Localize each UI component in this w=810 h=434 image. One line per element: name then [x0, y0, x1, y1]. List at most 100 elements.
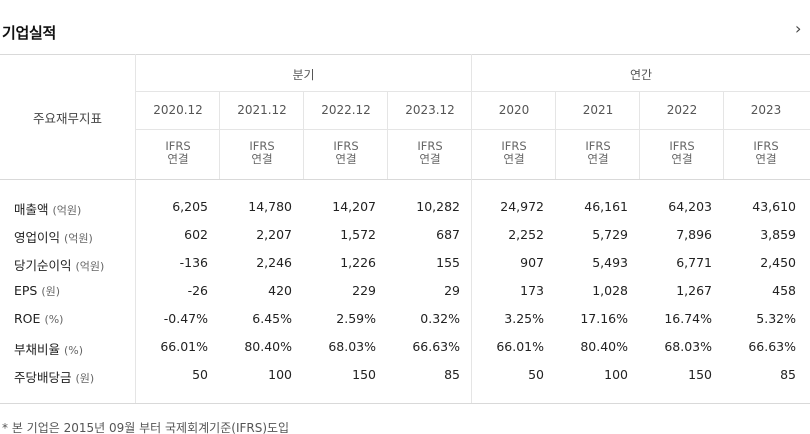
row-label: 매출액 (억원): [14, 199, 81, 218]
standard-top: IFRS: [249, 139, 275, 153]
row-label: ROE (%): [14, 311, 63, 326]
value-cell: 907: [520, 255, 544, 270]
row-label: 영업이익 (억원): [14, 227, 93, 246]
value-cell: 6.45%: [252, 311, 292, 326]
value-cell: 5,729: [592, 227, 628, 242]
standard-bottom: 연결: [419, 152, 441, 166]
period-header: 2023: [750, 103, 782, 117]
group-header-annual: 연간: [629, 68, 653, 82]
value-cell: 1,572: [340, 227, 376, 242]
value-cell: 43,610: [752, 199, 796, 214]
value-cell: 66.63%: [748, 339, 796, 354]
metric-unit: (원): [75, 372, 95, 385]
value-cell: 64,203: [668, 199, 712, 214]
value-cell: 6,205: [172, 199, 208, 214]
col-divider: [219, 91, 220, 179]
accounting-standard: IFRS 연결: [640, 140, 724, 166]
value-cell: 50: [528, 367, 544, 382]
header-bottom-border: [0, 179, 810, 180]
table-bottom-border: [0, 403, 810, 404]
value-cell: 100: [604, 367, 628, 382]
row-label: EPS (원): [14, 283, 60, 299]
col-divider: [303, 91, 304, 179]
value-cell: -26: [187, 283, 208, 298]
accounting-standard: IFRS 연결: [472, 140, 556, 166]
value-cell: 2,450: [760, 255, 796, 270]
value-cell: 229: [352, 283, 376, 298]
standard-bottom: 연결: [755, 152, 777, 166]
value-cell: 602: [184, 227, 208, 242]
value-cell: 150: [352, 367, 376, 382]
standard-bottom: 연결: [503, 152, 525, 166]
standard-top: IFRS: [333, 139, 359, 153]
metric-name: 부채비율: [14, 342, 61, 357]
metric-unit: (억원): [75, 260, 105, 273]
value-cell: 1,267: [676, 283, 712, 298]
standard-top: IFRS: [753, 139, 779, 153]
value-cell: 100: [268, 367, 292, 382]
chevron-right-icon[interactable]: ›: [795, 19, 802, 38]
value-cell: 24,972: [500, 199, 544, 214]
row-label: 당기순이익 (억원): [14, 255, 104, 274]
accounting-standard: IFRS 연결: [388, 140, 472, 166]
metric-unit: (원): [41, 285, 61, 298]
section-title: 기업실적: [2, 24, 57, 42]
value-cell: 14,780: [248, 199, 292, 214]
metric-name: 영업이익: [14, 230, 61, 245]
section-header: 기업실적 ›: [0, 0, 810, 54]
value-cell: 458: [772, 283, 796, 298]
value-cell: 29: [444, 283, 460, 298]
metric-unit: (%): [64, 344, 84, 357]
group-divider: [136, 91, 810, 92]
standard-top: IFRS: [417, 139, 443, 153]
value-cell: 2,207: [256, 227, 292, 242]
value-cell: 66.01%: [160, 339, 208, 354]
value-cell: -0.47%: [163, 311, 208, 326]
standard-top: IFRS: [669, 139, 695, 153]
period-header: 2021.12: [237, 103, 287, 117]
value-cell: 2,252: [508, 227, 544, 242]
accounting-standard: IFRS 연결: [304, 140, 388, 166]
value-cell: 173: [520, 283, 544, 298]
value-cell: 68.03%: [328, 339, 376, 354]
group-header-quarter: 분기: [292, 68, 315, 82]
row-label: 부채비율 (%): [14, 339, 83, 358]
metric-name: 당기순이익: [14, 258, 72, 273]
standard-top: IFRS: [585, 139, 611, 153]
metric-name: 매출액: [14, 202, 49, 217]
standard-bottom: 연결: [251, 152, 273, 166]
col-divider: [555, 91, 556, 179]
standard-top: IFRS: [501, 139, 527, 153]
footnote: * 본 기업은 2015년 09월 부터 국제회계기준(IFRS)도입: [2, 421, 290, 434]
standard-bottom: 연결: [335, 152, 357, 166]
period-header: 2022: [666, 103, 698, 117]
value-cell: 85: [780, 367, 796, 382]
value-cell: 14,207: [332, 199, 376, 214]
group-column-divider: [471, 54, 472, 403]
value-cell: 46,161: [584, 199, 628, 214]
value-cell: 3.25%: [504, 311, 544, 326]
value-cell: 687: [436, 227, 460, 242]
value-cell: 85: [444, 367, 460, 382]
value-cell: -136: [179, 255, 208, 270]
metric-unit: (억원): [52, 204, 82, 217]
value-cell: 2,246: [256, 255, 292, 270]
standard-bottom: 연결: [587, 152, 609, 166]
col-divider: [723, 91, 724, 179]
standard-top: IFRS: [165, 139, 191, 153]
metric-name: ROE: [14, 311, 41, 326]
metric-unit: (억원): [64, 232, 93, 245]
value-cell: 7,896: [676, 227, 712, 242]
accounting-standard: IFRS 연결: [220, 140, 304, 166]
period-header: 2020: [498, 103, 530, 117]
period-header: 2020.12: [153, 103, 203, 117]
standard-bottom: 연결: [167, 152, 189, 166]
value-cell: 10,282: [416, 199, 460, 214]
value-cell: 5.32%: [756, 311, 796, 326]
value-cell: 1,226: [340, 255, 376, 270]
value-cell: 17.16%: [580, 311, 628, 326]
value-cell: 420: [268, 283, 292, 298]
value-cell: 80.40%: [244, 339, 292, 354]
value-cell: 50: [192, 367, 208, 382]
value-cell: 68.03%: [664, 339, 712, 354]
